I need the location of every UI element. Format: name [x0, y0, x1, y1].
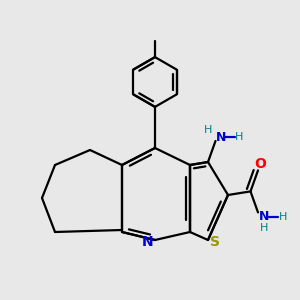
- Text: H: H: [204, 125, 212, 136]
- Text: H: H: [235, 132, 244, 142]
- Text: N: N: [259, 210, 269, 224]
- Text: N: N: [216, 131, 227, 144]
- Text: H: H: [278, 212, 287, 222]
- Text: S: S: [210, 236, 220, 249]
- Text: H: H: [260, 223, 268, 233]
- Text: N: N: [142, 236, 153, 249]
- Text: O: O: [254, 158, 266, 171]
